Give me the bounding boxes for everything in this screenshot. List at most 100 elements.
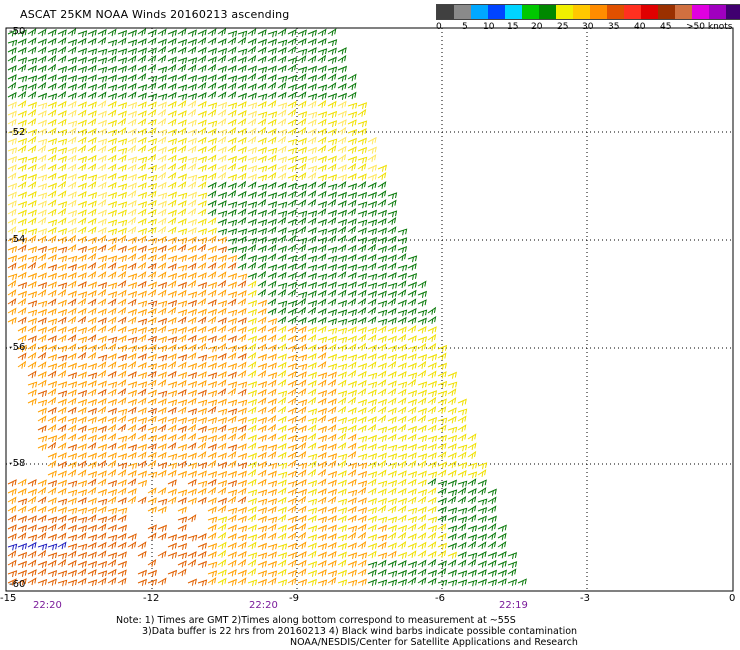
wind-barb [147, 237, 158, 245]
wind-barb [277, 210, 288, 218]
wind-barb [187, 272, 197, 280]
wind-barb [27, 46, 37, 55]
wind-barb [57, 406, 67, 415]
wind-barb [217, 54, 227, 63]
scale-swatch [590, 5, 607, 19]
wind-barb [257, 444, 268, 452]
wind-barb [287, 416, 297, 424]
scale-swatch [505, 5, 522, 19]
wind-barb [67, 146, 77, 154]
wind-barb [307, 468, 317, 477]
wind-barb [57, 118, 67, 127]
wind-barb [247, 28, 257, 36]
wind-barb [47, 226, 57, 235]
wind-barb [17, 156, 28, 164]
scale-label: >50 knots [686, 22, 733, 32]
wind-barb [277, 361, 287, 370]
wind-barb [287, 164, 297, 172]
wind-barb [297, 172, 307, 180]
wind-barb [277, 245, 287, 253]
wind-barb [227, 542, 237, 550]
scale-swatch [641, 5, 658, 19]
wind-barb [57, 326, 67, 334]
wind-barb [227, 451, 237, 459]
wind-barb [57, 82, 67, 91]
wind-barb [187, 74, 198, 82]
wind-barb [27, 181, 37, 189]
wind-barb [377, 534, 388, 542]
wind-barb [117, 442, 127, 451]
wind-barb [127, 541, 137, 549]
wind-barb [227, 237, 238, 245]
wind-barb [127, 336, 138, 344]
wind-barb [337, 363, 348, 371]
wind-barb [227, 578, 237, 586]
wind-barb [497, 550, 507, 559]
wind-barb [377, 568, 387, 577]
wind-barb [187, 417, 198, 425]
wind-barb [227, 298, 237, 307]
wind-barb [467, 505, 477, 513]
wind-barb [367, 253, 377, 262]
wind-barb [67, 199, 77, 208]
wind-barb [437, 371, 447, 379]
wind-barb [57, 147, 68, 155]
wind-barb [337, 191, 347, 199]
wind-barb [327, 424, 337, 432]
wind-barb [207, 354, 218, 362]
wind-barb [217, 83, 227, 91]
wind-barb [257, 118, 267, 126]
wind-barb [247, 452, 257, 460]
wind-barb [77, 30, 88, 38]
wind-barb [327, 496, 337, 504]
wind-barb [197, 560, 207, 568]
wind-barb [17, 244, 27, 253]
wind-barb [277, 118, 287, 126]
wind-barb [117, 227, 127, 235]
wind-barb [57, 129, 68, 136]
wind-barb [197, 243, 207, 252]
wind-barb [327, 453, 338, 461]
wind-barb [77, 551, 88, 559]
wind-barb [217, 289, 227, 297]
wind-barb [277, 514, 287, 522]
wind-barb [197, 100, 207, 109]
wind-barb [47, 63, 57, 72]
wind-barb [87, 388, 97, 397]
wind-barb [297, 531, 307, 540]
note-line: 3)Data buffer is 22 hrs from 20160213 4)… [142, 626, 578, 637]
wind-barb [407, 550, 417, 558]
wind-barb [287, 524, 297, 532]
wind-barb [457, 424, 467, 432]
wind-barb [407, 425, 417, 433]
wind-barb [357, 316, 367, 325]
wind-barb [177, 254, 187, 262]
wind-barb [307, 165, 318, 173]
wind-barb [87, 181, 97, 189]
wind-barb [187, 46, 197, 55]
wind-barb [457, 433, 467, 442]
wind-barb [267, 532, 277, 541]
wind-barb [327, 335, 337, 343]
wind-barb [197, 371, 207, 379]
wind-barb [107, 343, 117, 351]
wind-barb [27, 496, 37, 504]
wind-barb [257, 174, 268, 182]
wind-barb [127, 136, 137, 145]
wind-barb [327, 416, 337, 424]
wind-barb [87, 226, 97, 235]
wind-barb [297, 550, 307, 559]
wind-barb [237, 92, 247, 100]
wind-barb [457, 507, 468, 515]
wind-barb [47, 163, 57, 172]
wind-barb [297, 253, 307, 262]
wind-barb [77, 173, 88, 181]
wind-barb [337, 244, 347, 252]
wind-barb [227, 470, 237, 478]
wind-barb [387, 192, 398, 200]
wind-barb [87, 487, 97, 495]
wind-barb [267, 136, 277, 145]
wind-barb [427, 461, 437, 469]
wind-barb [307, 29, 317, 37]
wind-barb [107, 381, 118, 389]
